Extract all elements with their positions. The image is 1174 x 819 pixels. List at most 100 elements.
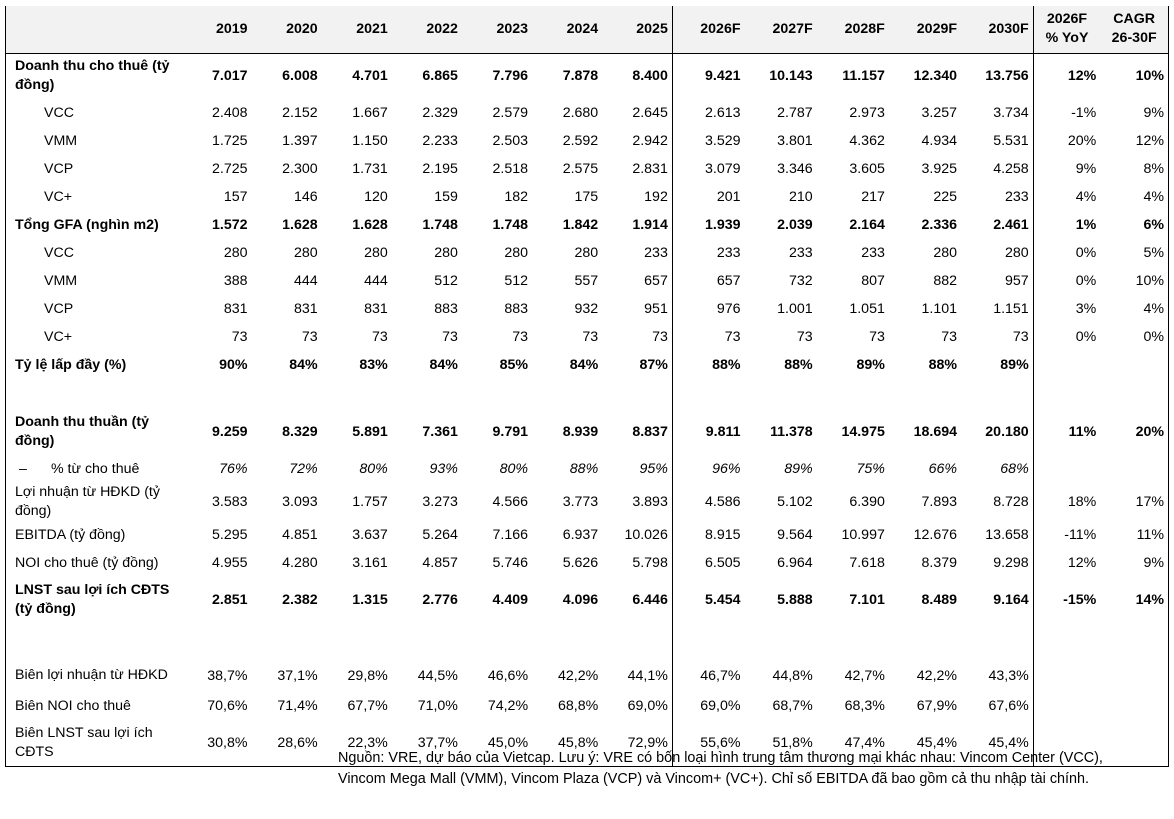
value-cell: 1.001 — [777, 301, 813, 317]
value-cell: 192 — [602, 183, 673, 211]
yoy-cell: 12% — [1067, 555, 1097, 571]
yoy-header-line1: 2026F — [1046, 11, 1088, 28]
value-cell: 932 — [574, 301, 599, 317]
value-cell: 72% — [289, 461, 318, 477]
value-cell: 4.096 — [562, 592, 599, 608]
yoy-cell — [1033, 659, 1100, 692]
value-cell: 9.811 — [705, 424, 741, 440]
value-cell: 3.925 — [921, 161, 958, 177]
value-cell: 1.939 — [705, 217, 741, 233]
table-row: Lợi nhuận từ HĐKD (tỷ đồng) 3.583 3.093 1.7… — [5, 483, 1170, 521]
value-cell: 4.857 — [422, 555, 458, 571]
cagr-cell: 0% — [1100, 323, 1170, 351]
value-cell: 66% — [928, 461, 958, 477]
yoy-cell — [1033, 351, 1100, 379]
table-row: Tổng GFA (nghìn m2) 1.572 1.628 1.628 1.748 1… — [5, 211, 1170, 239]
yoy-header: 2026F % YoY — [1033, 6, 1101, 54]
value-cell: 22,3% — [321, 720, 392, 767]
value-cell: 88% — [928, 357, 958, 373]
value-cell: 7.166 — [492, 527, 529, 543]
value-cell: 87% — [602, 351, 673, 379]
value-cell: 2.518 — [492, 161, 529, 177]
value-cell: 2.592 — [562, 133, 599, 149]
value-cell: 73 — [724, 329, 741, 345]
value-cell: 46,6% — [487, 667, 529, 684]
value-cell: 512 — [434, 273, 458, 289]
spacer-row — [5, 623, 1170, 659]
value-cell: 84% — [429, 357, 458, 373]
cagr-cell: 5% — [1100, 239, 1170, 267]
value-cell: 68,8% — [557, 698, 599, 714]
value-cell: 8.939 — [562, 424, 599, 440]
value-cell: 2.645 — [602, 99, 673, 127]
value-cell: 444 — [293, 273, 318, 289]
cagr-cell: 9% — [1100, 99, 1170, 127]
value-cell: 67,6% — [961, 692, 1034, 720]
table-row: VC+ 157 146 120 159 182 175 192 201 210 217 225 233 4… — [5, 183, 1170, 211]
value-cell: 13.658 — [961, 521, 1034, 549]
value-cell: 88% — [569, 461, 599, 477]
value-cell: 1.914 — [602, 211, 673, 239]
value-cell: 557 — [574, 273, 599, 289]
cagr-cell — [1100, 692, 1170, 720]
value-cell: 2.336 — [921, 217, 958, 233]
year-header: 2026F — [672, 6, 745, 54]
table-row: VMM 388 444 444 512 512 557 657 657 732 807 882 957 0… — [5, 267, 1170, 295]
cagr-cell: 6% — [1100, 211, 1170, 239]
yoy-cell: 18% — [1067, 494, 1097, 510]
cagr-cell — [1100, 351, 1170, 379]
value-cell: 73 — [869, 329, 885, 345]
table-row: Biên LNST sau lợi ích CĐTS 30,8% 28,6% 22,3… — [5, 720, 1170, 767]
value-cell: 4.586 — [705, 494, 741, 510]
value-cell: 5.295 — [211, 527, 248, 543]
value-cell: 2.613 — [705, 105, 741, 121]
table-row: Tỷ lệ lấp đầy (%) 90% 84% 83% 84% 85% 84% 87% 88… — [5, 351, 1170, 379]
value-cell: 1.101 — [921, 301, 958, 317]
row-label: Lợi nhuận từ HĐKD (tỷ đồng) — [15, 484, 160, 519]
spacer-cell — [188, 379, 251, 409]
spacer-cell — [889, 623, 961, 659]
value-cell: 73 — [301, 329, 318, 345]
value-cell: 3.773 — [562, 494, 599, 510]
cagr-cell: 11% — [1100, 521, 1170, 549]
value-cell: 42,2% — [916, 667, 958, 684]
value-cell: 2.973 — [849, 105, 885, 121]
spacer-cell — [1033, 379, 1100, 409]
value-cell: 67,9% — [916, 698, 958, 714]
yoy-cell — [1033, 692, 1100, 720]
value-cell: 28,6% — [251, 720, 322, 767]
header-label-cell — [5, 6, 189, 54]
table-row: VCC 2.408 2.152 1.667 2.329 2.579 2.680 2.645 2.… — [5, 99, 1170, 127]
row-label: VC+ — [44, 328, 72, 345]
header-row: 2019 2020 2021 2022 2023 2024 2025 2026F… — [5, 6, 1170, 54]
value-cell: 69,0% — [602, 692, 673, 720]
table-row: LNST sau lợi ích CĐTS (tỷ đồng) 2.851 2.38… — [5, 577, 1170, 623]
value-cell: 2.575 — [562, 161, 599, 177]
row-label-cell: VMM — [5, 127, 189, 155]
value-cell: 1.748 — [492, 217, 529, 233]
value-cell: 72,9% — [602, 720, 673, 767]
table-row: VCP 831 831 831 883 883 932 951 976 1.001 1.051 1.1… — [5, 295, 1170, 323]
value-cell: 732 — [789, 273, 813, 289]
row-label-cell: EBITDA (tỷ đồng) — [5, 521, 189, 549]
value-cell: 1.757 — [352, 494, 388, 510]
value-cell: 3.346 — [777, 161, 813, 177]
spacer-cell — [672, 379, 744, 409]
value-cell: 2.942 — [602, 127, 673, 155]
value-cell: 43,3% — [961, 659, 1034, 692]
value-cell: 4.280 — [282, 555, 318, 571]
value-cell: 1.628 — [282, 217, 318, 233]
yoy-cell: 12% — [1067, 68, 1097, 85]
value-cell: 657 — [602, 267, 673, 295]
table-row: NOI cho thuê (tỷ đồng) 4.955 4.280 3.161 4.8… — [5, 549, 1170, 577]
value-cell: 1.397 — [282, 133, 318, 149]
row-label-cell: Tổng GFA (nghìn m2) — [5, 211, 189, 239]
value-cell: 2.851 — [211, 592, 248, 608]
value-cell: 120 — [364, 189, 388, 205]
value-cell: 2.382 — [282, 592, 318, 608]
value-cell: 2.787 — [777, 105, 813, 121]
value-cell: 1.150 — [352, 133, 388, 149]
value-cell: 3.257 — [921, 105, 958, 121]
value-cell: 4.934 — [921, 133, 958, 149]
spacer-cell — [602, 623, 673, 659]
